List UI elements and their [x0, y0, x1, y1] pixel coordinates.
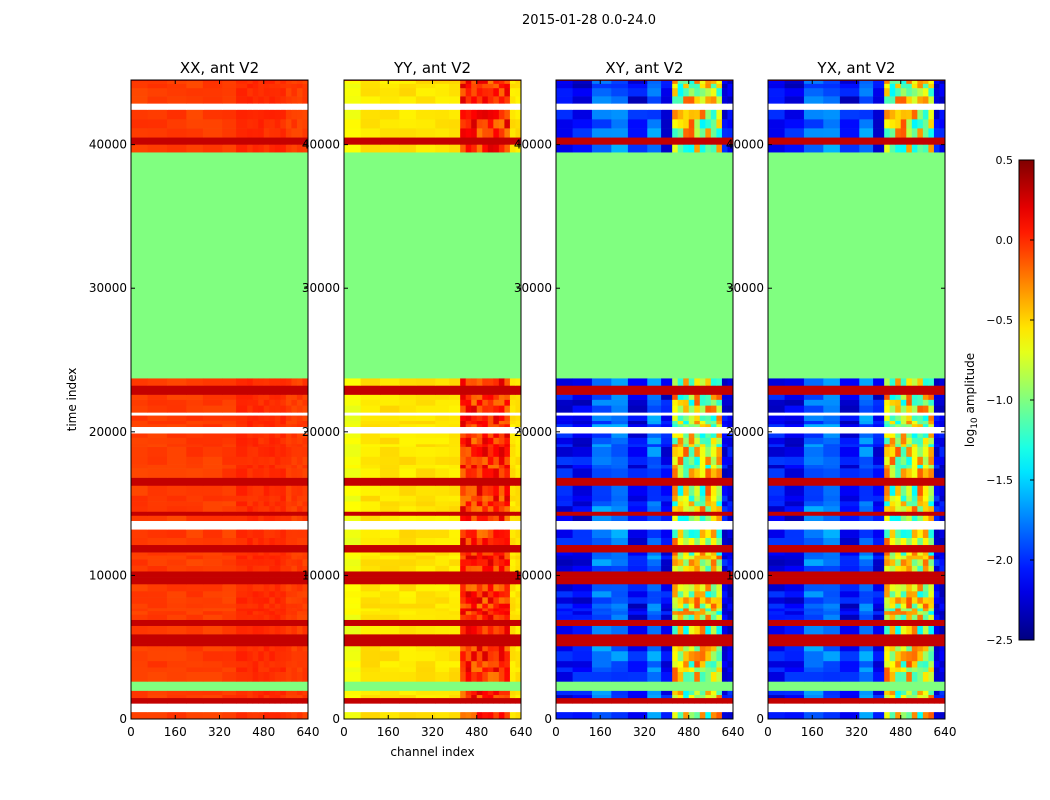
colorbar-tick-label: −2.5: [986, 634, 1013, 647]
x-tick-label: 0: [764, 725, 772, 739]
x-tick-label: 320: [421, 725, 444, 739]
x-tick-label: 160: [801, 725, 824, 739]
heatmap-image: [344, 80, 521, 719]
panel-xy: XY, ant V2 0 160 320 480 640 0 10000 20000 30000 4…: [514, 59, 745, 739]
x-axis-label: channel index: [390, 745, 474, 759]
heatmap-image: [768, 80, 945, 719]
y-tick-label: 0: [756, 712, 764, 726]
y-tick-label: 20000: [514, 425, 552, 439]
y-tick-label: 10000: [514, 568, 552, 582]
y-axis-label: time index: [65, 368, 79, 432]
x-tick-label: 160: [164, 725, 187, 739]
colorbar-tick-label: −0.5: [986, 314, 1013, 327]
y-tick-label: 10000: [726, 568, 764, 582]
panel-yx: YX, ant V2 0 160 320 480 640 0 10000 20000 30000 4…: [726, 59, 957, 739]
panel-yy: YY, ant V2 0 160 320 480 640 0 10000 20000 30000 4…: [302, 59, 533, 759]
y-tick-label: 20000: [726, 425, 764, 439]
x-tick-label: 160: [589, 725, 612, 739]
colorbar-tick-label: −1.0: [986, 394, 1013, 407]
colorbar-tick-label: −1.5: [986, 474, 1013, 487]
y-tick-label: 30000: [89, 281, 127, 295]
y-tick-label: 40000: [89, 138, 127, 152]
colorbar-label: log10 amplitude: [963, 353, 980, 447]
y-tick-label: 20000: [302, 425, 340, 439]
y-tick-label: 10000: [302, 568, 340, 582]
x-tick-label: 320: [633, 725, 656, 739]
colorbar-tick-label: 0.0: [996, 234, 1014, 247]
y-tick-label: 0: [332, 712, 340, 726]
y-tick-label: 0: [544, 712, 552, 726]
colorbar-tick-label: 0.5: [996, 154, 1014, 167]
x-tick-label: 320: [208, 725, 231, 739]
colorbar-tick-label: −2.0: [986, 554, 1013, 567]
y-tick-label: 30000: [726, 281, 764, 295]
panel-title: XY, ant V2: [605, 59, 683, 77]
x-tick-label: 640: [722, 725, 745, 739]
x-tick-label: 160: [377, 725, 400, 739]
x-tick-label: 0: [127, 725, 135, 739]
x-tick-label: 480: [677, 725, 700, 739]
y-tick-label: 20000: [89, 425, 127, 439]
y-tick-label: 0: [119, 712, 127, 726]
colorbar: 0.5 0.0 −0.5 −1.0 −1.5 −2.0 −2.5 log10 amplitud…: [963, 154, 1035, 647]
y-tick-label: 40000: [514, 138, 552, 152]
panel-title: YX, ant V2: [816, 59, 895, 77]
y-tick-label: 30000: [302, 281, 340, 295]
y-tick-label: 40000: [726, 138, 764, 152]
panel-title: XX, ant V2: [180, 59, 259, 77]
x-tick-label: 480: [252, 725, 275, 739]
x-tick-label: 640: [297, 725, 320, 739]
x-tick-label: 480: [465, 725, 488, 739]
heatmap-image: [556, 80, 733, 719]
x-tick-label: 640: [510, 725, 533, 739]
heatmap-image: [131, 80, 308, 719]
x-tick-label: 480: [889, 725, 912, 739]
x-tick-label: 0: [340, 725, 348, 739]
y-tick-label: 10000: [89, 568, 127, 582]
figure-title: 2015-01-28 0.0-24.0: [522, 13, 656, 28]
panel-title: YY, ant V2: [393, 59, 471, 77]
y-tick-label: 40000: [302, 138, 340, 152]
x-tick-label: 320: [845, 725, 868, 739]
x-tick-label: 0: [552, 725, 560, 739]
x-tick-label: 640: [934, 725, 957, 739]
panel-xx: XX, ant V2 0 160 320 480 640 0 10000 20000 30000 4…: [65, 59, 319, 739]
y-tick-label: 30000: [514, 281, 552, 295]
